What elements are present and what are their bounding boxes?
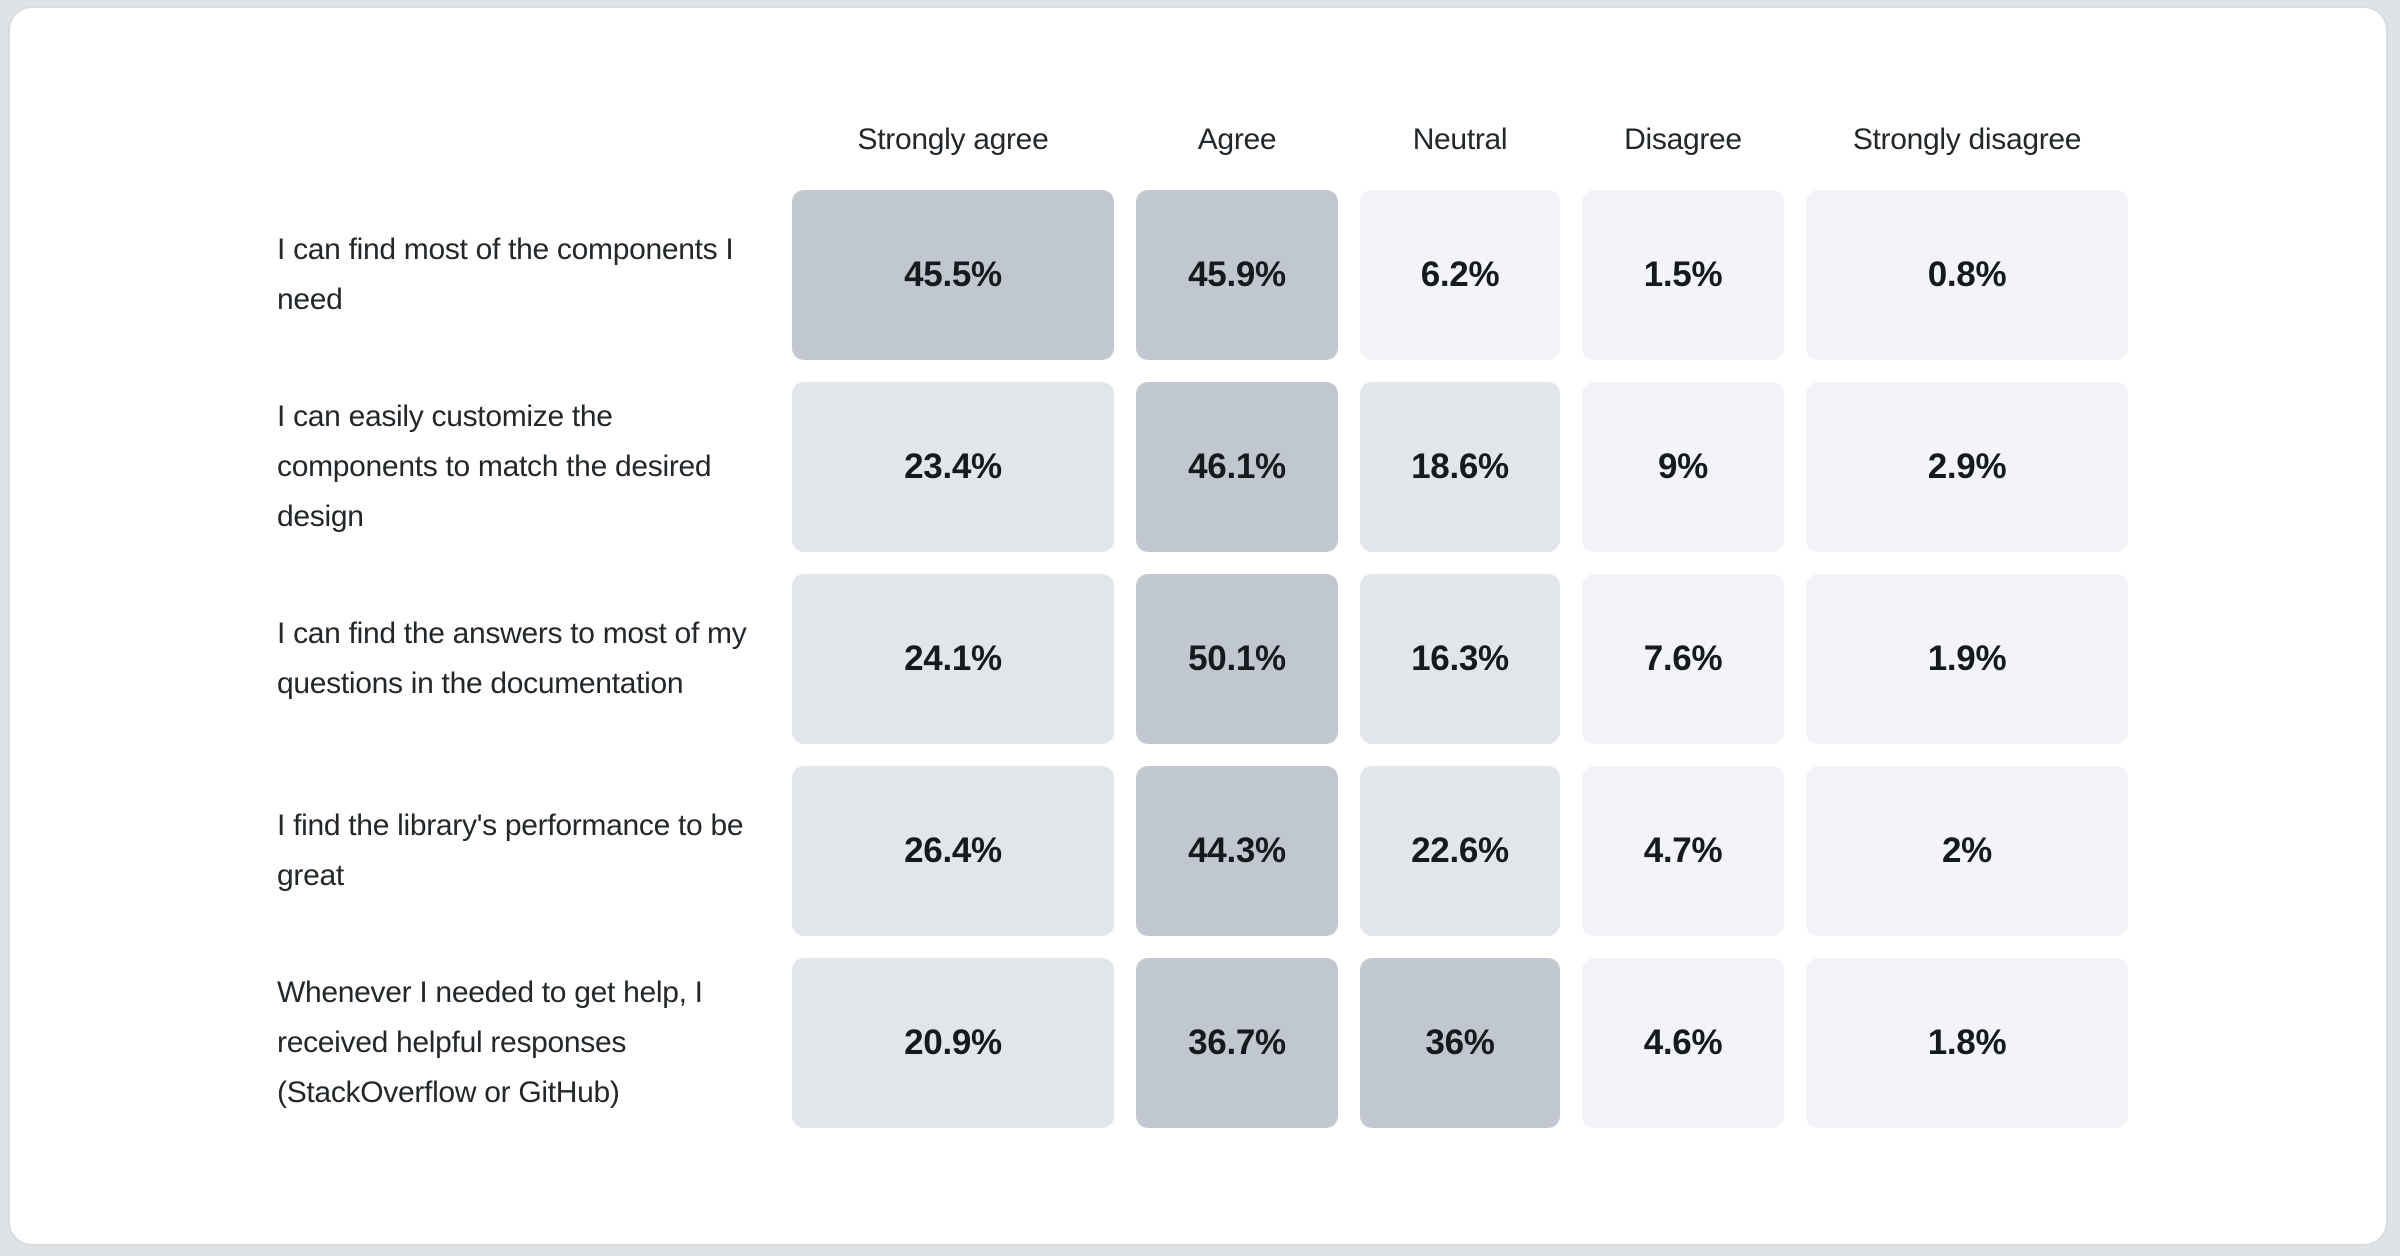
heatmap-cell-disagree-row-2: 9% [1582, 382, 1784, 552]
row-label: I find the library's performance to be g… [277, 809, 744, 892]
column-header-strongly-disagree: Strongly disagree [1852, 123, 2082, 156]
row-label: I can easily customize the components to… [277, 400, 712, 533]
heatmap-cell-neutral-row-2: 18.6% [1360, 382, 1560, 552]
heatmap-cell-neutral-row-1: 6.2% [1360, 190, 1560, 360]
heatmap-cell-strongly-disagree-row-2: 2.9% [1806, 382, 2128, 552]
heatmap-cell-agree-row-4: 44.3% [1136, 766, 1338, 936]
heatmap-cell-neutral-row-5: 36% [1360, 958, 1560, 1128]
column-header-neutral: Neutral [1412, 123, 1508, 156]
row-label: Whenever I needed to get help, I receive… [277, 976, 703, 1109]
heatmap-cell-disagree-row-4: 4.7% [1582, 766, 1784, 936]
heatmap-grid: Strongly agree Agree Neutral Disagree Strong… [10, 8, 2386, 1128]
heatmap-cell-disagree-row-5: 4.6% [1582, 958, 1784, 1128]
row-label: I can find the answers to most of my que… [277, 617, 747, 700]
column-header-agree: Agree [1197, 123, 1277, 156]
heatmap-cell-disagree-row-1: 1.5% [1582, 190, 1784, 360]
heatmap-cell-strongly-disagree-row-1: 0.8% [1806, 190, 2128, 360]
heatmap-cell-neutral-row-4: 22.6% [1360, 766, 1560, 936]
header-corner-spacer [277, 112, 770, 168]
heatmap-cell-strongly-agree-row-4: 26.4% [792, 766, 1114, 936]
column-header-disagree: Disagree [1624, 123, 1742, 156]
heatmap-cell-strongly-disagree-row-4: 2% [1806, 766, 2128, 936]
heatmap-cell-agree-row-2: 46.1% [1136, 382, 1338, 552]
survey-heatmap-card: Strongly agree Agree Neutral Disagree Strong… [8, 6, 2388, 1246]
heatmap-cell-strongly-agree-row-3: 24.1% [792, 574, 1114, 744]
heatmap-cell-agree-row-3: 50.1% [1136, 574, 1338, 744]
heatmap-cell-strongly-disagree-row-3: 1.9% [1806, 574, 2128, 744]
column-header-strongly-agree: Strongly agree [857, 123, 1049, 156]
heatmap-cell-disagree-row-3: 7.6% [1582, 574, 1784, 744]
heatmap-cell-strongly-agree-row-1: 45.5% [792, 190, 1114, 360]
heatmap-cell-strongly-agree-row-2: 23.4% [792, 382, 1114, 552]
heatmap-cell-neutral-row-3: 16.3% [1360, 574, 1560, 744]
heatmap-cell-strongly-agree-row-5: 20.9% [792, 958, 1114, 1128]
heatmap-cell-agree-row-1: 45.9% [1136, 190, 1338, 360]
heatmap-cell-agree-row-5: 36.7% [1136, 958, 1338, 1128]
row-label: I can find most of the components I need [277, 233, 734, 316]
heatmap-cell-strongly-disagree-row-5: 1.8% [1806, 958, 2128, 1128]
